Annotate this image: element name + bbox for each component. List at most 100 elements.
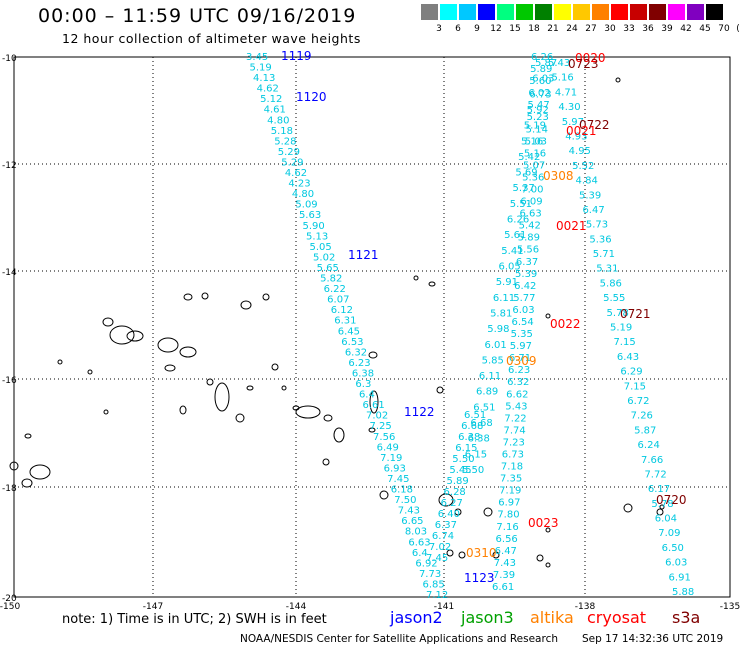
swh-value-jason2: 7.73 (419, 569, 441, 580)
scale-swatch (516, 4, 533, 20)
swh-value-jason2: 6.92 (415, 558, 437, 569)
scale-swatch (668, 4, 685, 20)
island-outline (368, 427, 376, 433)
scale-label: 24 (566, 24, 578, 34)
swh-value: 5.56 (517, 245, 539, 256)
swh-value-jason2: 7.25 (370, 421, 392, 432)
island-outline (157, 337, 179, 353)
swh-value: 6.05 (499, 262, 521, 273)
scale-swatch (706, 4, 723, 20)
island-outline (9, 461, 19, 471)
island-outline (368, 351, 378, 359)
lat-tick-label: -10 (2, 54, 17, 64)
time-label-altika: 0308 (543, 169, 574, 183)
swh-value: 5.07 (523, 160, 545, 171)
lon-tick-label: -135 (720, 602, 740, 612)
swh-value-jason2: 5.02 (313, 252, 335, 263)
island-outline (281, 385, 287, 391)
swh-value: 5.03 (525, 136, 547, 147)
scale-swatch (421, 4, 438, 20)
swh-value-jason2: 3.45 (246, 52, 268, 63)
swh-value: 5.88 (672, 587, 694, 598)
swh-value: 5.43 (505, 401, 527, 412)
swh-value: 5.39 (515, 269, 537, 280)
swh-value-jason2: 7.56 (373, 432, 395, 443)
swh-value: 6.47 (582, 205, 604, 216)
swh-value: 6.50 (662, 543, 684, 554)
swh-value-jason2: 6.28 (444, 487, 466, 498)
swh-value: 7.19 (499, 486, 521, 497)
scale-swatch (573, 4, 590, 20)
swh-value: 6.71 (509, 353, 531, 364)
swh-value: 5.31 (596, 264, 618, 275)
swh-value: 6.68 (470, 418, 492, 429)
swh-value-jason2: 6.93 (384, 463, 406, 474)
swh-value-jason2: 5.63 (299, 210, 321, 221)
swh-value: 6.24 (638, 440, 660, 451)
swh-value-jason2: 4.62 (285, 168, 307, 179)
island-outline (206, 378, 214, 386)
scale-swatch (478, 4, 495, 20)
swh-value: 5.23 (527, 112, 549, 123)
island-outline (179, 405, 187, 415)
swh-value: 7.15 (613, 337, 635, 348)
swh-value: 5.47 (527, 100, 549, 111)
swh-value-jason2: 6.68 (461, 421, 483, 432)
swh-value-jason2: 5.18 (271, 126, 293, 137)
swh-value-jason2: 6.61 (362, 400, 384, 411)
lon-tick-label: -138 (575, 602, 596, 612)
scale-label: 9 (474, 24, 480, 34)
swh-value: 6.01 (484, 340, 506, 351)
swh-value: 5.97 (510, 341, 532, 352)
swh-value: 5.36 (589, 234, 611, 245)
swh-value-jason2: 7.45 (426, 553, 448, 564)
swh-value: 5.81 (490, 308, 512, 319)
swh-value: 5.86 (600, 278, 622, 289)
swh-value: 6.03 (532, 74, 554, 85)
swh-value: 7.35 (500, 474, 522, 485)
swh-value: 5.39 (579, 190, 601, 201)
island-outline (102, 317, 114, 327)
swh-value-jason2: 8.03 (405, 527, 427, 538)
island-outline (109, 325, 135, 345)
legend-cryosat: cryosat (587, 608, 647, 627)
swh-value-jason2: 6.27 (441, 498, 463, 509)
time-labels: 1119112011211122112300200723072200210308… (281, 49, 687, 585)
island-outline (246, 385, 254, 391)
swh-value: 5.97 (562, 117, 584, 128)
swh-value-jason2: 7.02 (429, 542, 451, 553)
swh-value-jason2: 7.43 (398, 506, 420, 517)
swh-value: 7.18 (501, 462, 523, 473)
island-outline (271, 363, 279, 371)
swh-value: 5.85 (482, 355, 504, 366)
swh-value: 5.42 (518, 152, 540, 163)
swh-value: 7.72 (644, 469, 666, 480)
swh-value: 5.43 (548, 58, 570, 69)
swh-value: 6.32 (507, 377, 529, 388)
island-outline (623, 503, 633, 513)
swh-value: 6.73 (502, 450, 524, 461)
swh-value: 6.37 (516, 257, 538, 268)
swh-value: 4.95 (569, 146, 591, 157)
island-outlines (9, 77, 665, 568)
island-outline (201, 292, 209, 300)
map-border (13, 56, 731, 598)
chart-subtitle: 12 hour collection of altimeter wave hei… (62, 31, 361, 46)
scale-label: (ft) (736, 24, 740, 34)
island-outline (295, 405, 321, 419)
scale-label: 27 (585, 24, 597, 34)
swh-value: 6.15 (465, 449, 487, 460)
swh-value: 7.00 (521, 185, 543, 196)
swh-value: 5.36 (522, 172, 544, 183)
swh-value-jason2: 6.07 (327, 295, 349, 306)
swh-value: 5.16 (551, 73, 573, 84)
wave-height-tracks: 3.455.194.134.625.124.614.805.185.285.29… (246, 52, 694, 601)
swh-value: 5.50 (462, 465, 484, 476)
swh-value: 6.97 (498, 498, 520, 509)
swh-value: 7.66 (641, 455, 663, 466)
axis-labels: -10 -12 -14 -16 -18 -20-150 -147 -144 -141 -138 -1… (0, 54, 740, 612)
lat-tick-label: -14 (2, 268, 17, 278)
time-label-jason2: 1121 (348, 248, 379, 262)
swh-value: 5.89 (530, 64, 552, 75)
